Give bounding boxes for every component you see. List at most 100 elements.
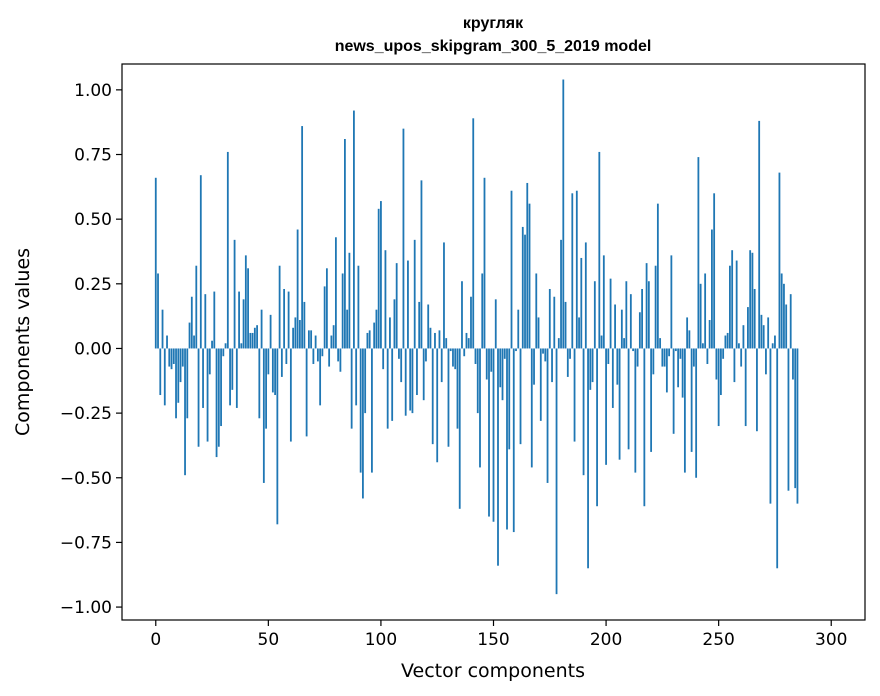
bar bbox=[454, 348, 457, 370]
bar bbox=[747, 307, 749, 349]
bar bbox=[751, 252, 754, 349]
bar bbox=[452, 348, 454, 367]
bar bbox=[233, 239, 236, 349]
bar bbox=[443, 242, 445, 349]
bar bbox=[760, 314, 763, 349]
bar bbox=[287, 291, 290, 349]
bar bbox=[616, 348, 619, 385]
bar bbox=[289, 348, 292, 442]
bar bbox=[465, 332, 468, 349]
bar bbox=[274, 348, 276, 396]
bar bbox=[636, 348, 639, 367]
bar bbox=[404, 348, 407, 416]
bar bbox=[213, 291, 216, 349]
bar bbox=[389, 317, 391, 349]
bar bbox=[407, 260, 409, 349]
bar bbox=[627, 348, 630, 450]
bar bbox=[593, 281, 596, 349]
bar bbox=[765, 348, 767, 375]
bar bbox=[449, 348, 452, 352]
bar bbox=[409, 348, 412, 411]
bar bbox=[456, 348, 459, 429]
bar bbox=[560, 239, 562, 349]
bar bbox=[492, 348, 495, 522]
y-tick-label: 0.25 bbox=[74, 275, 112, 295]
bar bbox=[569, 348, 571, 359]
bar bbox=[792, 348, 794, 380]
bar bbox=[663, 348, 666, 367]
bar bbox=[571, 193, 574, 349]
bar bbox=[740, 348, 743, 367]
bar bbox=[172, 348, 175, 364]
bar bbox=[600, 335, 603, 349]
bar bbox=[665, 348, 668, 393]
bar bbox=[573, 348, 576, 442]
bar bbox=[292, 327, 295, 349]
bar bbox=[305, 348, 308, 437]
bar bbox=[548, 288, 551, 349]
bar bbox=[776, 348, 779, 569]
bar bbox=[731, 250, 734, 349]
bar bbox=[258, 348, 261, 419]
bar bbox=[193, 335, 195, 349]
bar bbox=[217, 348, 220, 447]
bar bbox=[753, 288, 756, 349]
bar bbox=[463, 348, 466, 357]
bar bbox=[733, 348, 736, 383]
bar bbox=[321, 348, 324, 357]
bar bbox=[539, 348, 542, 421]
bar bbox=[445, 338, 448, 349]
bar bbox=[780, 273, 783, 349]
bar bbox=[307, 330, 310, 349]
bar bbox=[582, 348, 585, 476]
x-tick-label: 150 bbox=[477, 630, 509, 650]
bar bbox=[479, 348, 481, 468]
bar bbox=[618, 348, 621, 460]
bar bbox=[717, 348, 720, 427]
bar bbox=[706, 348, 709, 364]
bar bbox=[623, 338, 625, 349]
bar bbox=[510, 190, 513, 349]
bar bbox=[589, 348, 592, 390]
bar bbox=[661, 348, 664, 367]
bar bbox=[310, 330, 313, 349]
bar bbox=[530, 348, 533, 468]
bar bbox=[742, 325, 745, 349]
bar bbox=[253, 327, 256, 349]
bar bbox=[348, 252, 351, 349]
bar bbox=[796, 348, 799, 504]
bar bbox=[334, 237, 337, 349]
bar bbox=[386, 348, 389, 429]
bar bbox=[632, 348, 634, 352]
bar bbox=[683, 348, 686, 473]
x-axis-label: Vector components bbox=[401, 660, 585, 682]
bar bbox=[206, 348, 209, 442]
bar bbox=[303, 301, 306, 349]
bar bbox=[231, 348, 234, 390]
bar bbox=[461, 281, 463, 349]
bar bbox=[328, 348, 331, 367]
y-axis-label: Components values bbox=[12, 248, 34, 436]
bar bbox=[762, 325, 765, 349]
bar bbox=[650, 348, 653, 452]
bar bbox=[458, 348, 461, 509]
bar bbox=[535, 273, 538, 349]
bar bbox=[359, 348, 362, 473]
y-axis-ticks: −1.00 −0.75 −0.50 −0.25 0.00 0.25 0.50 0.75 1.00 bbox=[60, 81, 122, 618]
y-tick-label: 0.75 bbox=[74, 146, 112, 166]
bar bbox=[339, 348, 342, 372]
bar bbox=[519, 348, 522, 445]
bar bbox=[575, 190, 578, 349]
bar bbox=[729, 265, 731, 349]
bar bbox=[280, 348, 283, 377]
bar bbox=[578, 317, 580, 349]
bar bbox=[704, 273, 707, 349]
x-axis-ticks: 0 50 100 150 200 250 300 bbox=[150, 620, 847, 650]
bar bbox=[744, 348, 747, 427]
bar bbox=[506, 348, 508, 530]
bar bbox=[276, 348, 279, 525]
bar bbox=[278, 265, 281, 349]
bar bbox=[398, 348, 400, 359]
bar bbox=[494, 299, 497, 349]
bar bbox=[411, 348, 414, 414]
